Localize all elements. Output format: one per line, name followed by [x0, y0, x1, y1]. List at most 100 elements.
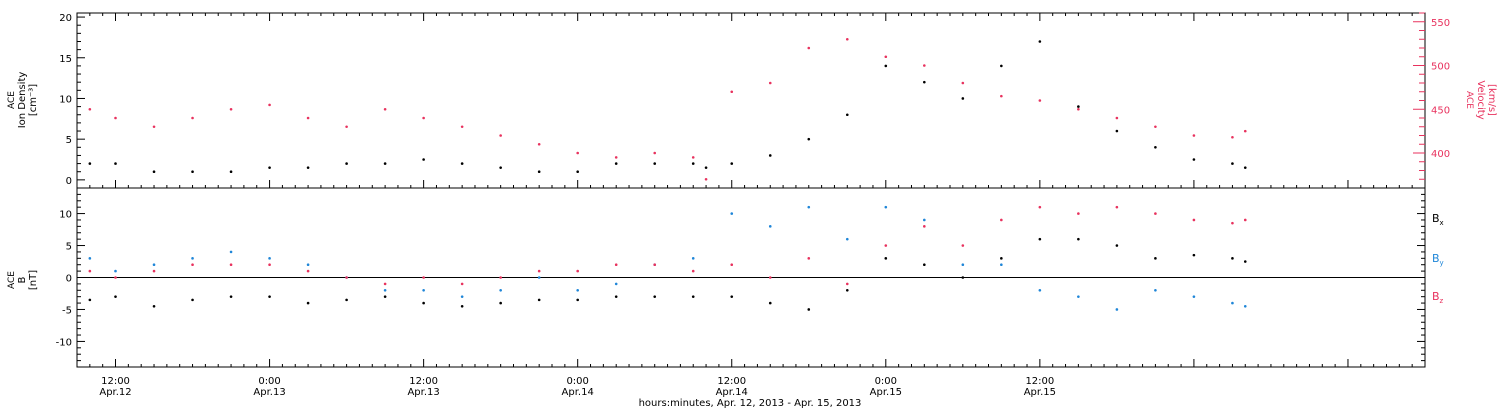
- field-tick-label: 0: [66, 274, 72, 285]
- density-point: [268, 166, 271, 169]
- x-tick-label-time: 12:00: [101, 376, 130, 387]
- by-point: [499, 288, 502, 292]
- density-tick-label: 5: [66, 135, 72, 146]
- bx-point: [653, 295, 657, 298]
- density-point: [1000, 64, 1003, 68]
- bz-point: [768, 276, 772, 279]
- density-point: [152, 170, 156, 174]
- x-tick-label-time: 12:00: [1025, 376, 1054, 387]
- bx-point: [537, 298, 541, 302]
- time-axis-title: hours:minutes, Apr. 12, 2013 - Apr. 15, …: [639, 398, 862, 409]
- x-tick-label-date: Apr.12: [99, 387, 131, 398]
- bx-point: [1038, 237, 1042, 241]
- top-panel: 0 5 10 15 20 400 450 500 550 ACE Ion Density [c…: [7, 12, 1497, 189]
- velocity-point: [345, 125, 348, 129]
- bz-point: [152, 269, 156, 273]
- bottom-data-points: [88, 205, 1247, 311]
- bz-point: [1038, 205, 1042, 209]
- bz-point: [422, 276, 425, 279]
- x-tick-label-date: Apr.15: [870, 387, 902, 398]
- by-point: [1231, 301, 1234, 305]
- density-tick-label: 15: [59, 54, 72, 65]
- x-tick-label-time: 12:00: [409, 376, 438, 387]
- bz-point: [1154, 212, 1157, 215]
- series-label-bz-sub: z: [1440, 297, 1444, 305]
- series-label-by-main: B: [1432, 252, 1440, 265]
- velocity-point: [1243, 129, 1247, 133]
- by-point: [1154, 288, 1157, 292]
- by-point: [191, 257, 194, 260]
- velocity-point: [460, 125, 464, 129]
- by-point: [1243, 304, 1247, 308]
- bx-point: [1192, 253, 1196, 257]
- velocity-point: [499, 134, 502, 137]
- density-point: [1231, 162, 1234, 165]
- density-point: [691, 162, 695, 165]
- by-point: [614, 282, 618, 286]
- series-label-by: By: [1432, 252, 1444, 267]
- bx-point: [191, 298, 194, 302]
- bx-point: [422, 301, 425, 305]
- velocity-point: [1115, 116, 1119, 120]
- velocity-point: [1192, 134, 1196, 137]
- by-point: [691, 257, 695, 260]
- density-point: [1192, 158, 1196, 161]
- velocity-tick-label: 500: [1431, 62, 1450, 73]
- by-point: [422, 288, 425, 292]
- velocity-point: [1000, 94, 1003, 98]
- series-label-bx-main: B: [1432, 212, 1440, 225]
- by-point: [537, 276, 541, 279]
- bz-point: [229, 263, 233, 267]
- density-point: [730, 162, 734, 165]
- velocity-point: [884, 55, 888, 59]
- density-point: [422, 158, 425, 161]
- density-point: [807, 137, 811, 141]
- bz-point: [1231, 221, 1234, 225]
- density-point: [1038, 40, 1042, 43]
- bx-point: [460, 304, 464, 308]
- series-label-bz: Bz: [1432, 290, 1444, 305]
- x-tick-label-time: 0:00: [258, 376, 280, 387]
- by-point: [114, 269, 117, 273]
- bx-point: [1115, 244, 1119, 247]
- bx-point: [306, 301, 310, 305]
- velocity-point: [88, 107, 92, 111]
- velocity-point: [1038, 99, 1042, 102]
- velocity-point: [422, 116, 425, 120]
- by-point: [152, 263, 156, 267]
- density-point: [345, 162, 348, 165]
- velocity-point: [1154, 125, 1157, 129]
- by-point: [460, 295, 464, 298]
- by-point: [1115, 308, 1119, 311]
- bz-point: [730, 263, 734, 267]
- velocity-point: [730, 90, 734, 94]
- density-point: [191, 170, 194, 174]
- density-tick-label: 0: [66, 176, 72, 187]
- bx-point: [114, 295, 117, 298]
- bx-point: [961, 276, 965, 279]
- bz-point: [1243, 218, 1247, 222]
- by-point: [268, 257, 271, 260]
- bx-point: [499, 301, 502, 305]
- x-tick-label-date: Apr.14: [716, 387, 748, 398]
- x-tick-label-date: Apr.15: [1024, 387, 1056, 398]
- density-point: [653, 162, 657, 165]
- density-axis-label-line1: ACE: [7, 91, 17, 109]
- density-point: [923, 80, 926, 84]
- x-tick-label-time: 0:00: [875, 376, 897, 387]
- velocity-point: [1077, 107, 1080, 111]
- bz-point: [845, 282, 849, 286]
- bz-point: [884, 244, 888, 247]
- velocity-point: [923, 64, 926, 67]
- bz-point: [691, 269, 695, 273]
- bx-point: [923, 263, 926, 267]
- field-axis-label-line2: B: [17, 276, 28, 283]
- density-point: [1077, 105, 1080, 108]
- bz-point: [499, 276, 502, 279]
- by-point: [730, 212, 734, 215]
- field-tick-label: -5: [62, 305, 72, 316]
- velocity-point: [268, 103, 271, 107]
- by-point: [1077, 295, 1080, 298]
- velocity-point: [383, 107, 387, 111]
